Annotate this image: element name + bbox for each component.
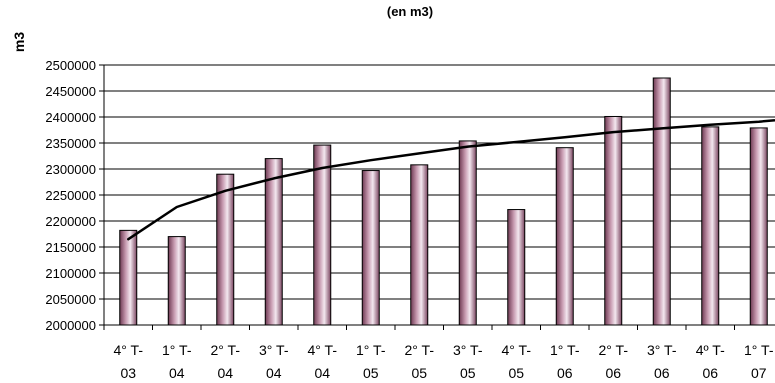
bar: [555, 147, 574, 326]
bar: [313, 144, 332, 326]
y-tick-label: 2150000: [45, 240, 96, 255]
y-tick-label: 2200000: [45, 214, 96, 229]
bar: [507, 209, 526, 326]
y-axis-label: m3: [11, 32, 27, 52]
x-tick-label: 3° T-: [259, 342, 289, 358]
x-tick-label: 4° T-: [114, 342, 144, 358]
axes: [103, 65, 775, 326]
x-tick-label: 4° T-: [502, 342, 532, 358]
x-tick-label: 06: [605, 365, 621, 381]
x-tick-label: 06: [702, 365, 718, 381]
bar: [749, 127, 768, 326]
bar: [119, 229, 138, 326]
x-tick-label: 3° T-: [453, 342, 483, 358]
y-tick-label: 2350000: [45, 136, 96, 151]
x-tick-label: 04: [314, 365, 330, 381]
y-tick-label: 2100000: [45, 266, 96, 281]
x-axis-ticks: 4° T- 03 1° T- 04 2° T- 04 3° T- 04 4° T- 04 1° T-…: [103, 325, 774, 381]
x-tick-label: 4º T-: [696, 342, 725, 358]
x-tick-label: 05: [411, 365, 427, 381]
y-tick-label: 2500000: [45, 58, 96, 73]
trendline-path: [127, 119, 775, 241]
y-tick-label: 2450000: [45, 84, 96, 99]
bar: [410, 164, 429, 326]
x-tick-label: 06: [654, 365, 670, 381]
y-tick-label: 2300000: [45, 162, 96, 177]
x-tick-label: 4° T-: [308, 342, 338, 358]
x-tick-label: 05: [363, 365, 379, 381]
x-tick-label: 1° T-: [744, 342, 774, 358]
x-tick-label: 05: [508, 365, 524, 381]
x-tick-label: 1° T-: [550, 342, 580, 358]
x-tick-label: 03: [120, 365, 136, 381]
bar: [652, 77, 671, 326]
bar: [167, 236, 186, 326]
bar: [361, 170, 380, 326]
trendline: [127, 119, 775, 241]
y-axis-ticks: 2000000 2050000 2100000 2150000 2200000 22500…: [45, 58, 104, 333]
x-tick-label: 1° T-: [356, 342, 386, 358]
x-tick-label: 05: [460, 365, 476, 381]
y-tick-label: 2400000: [45, 110, 96, 125]
y-tick-label: 2000000: [45, 318, 96, 333]
chart-title: (en m3): [387, 4, 433, 19]
y-tick-label: 2250000: [45, 188, 96, 203]
bar: [264, 158, 283, 326]
x-tick-label: 04: [266, 365, 282, 381]
gridlines: [104, 64, 775, 326]
x-tick-label: 04: [169, 365, 185, 381]
y-tick-label: 2050000: [45, 292, 96, 307]
x-tick-label: 06: [557, 365, 573, 381]
x-tick-label: 2° T-: [211, 342, 241, 358]
x-tick-label: 04: [217, 365, 233, 381]
bars: [119, 77, 768, 326]
bar: [458, 140, 477, 326]
x-tick-label: 1° T-: [162, 342, 192, 358]
bar: [604, 115, 623, 326]
bar: [216, 173, 235, 326]
x-tick-label: 3° T-: [647, 342, 677, 358]
bar: [701, 126, 720, 326]
x-tick-label: 2° T-: [405, 342, 435, 358]
x-tick-label: 07: [751, 365, 767, 381]
x-tick-label: 2° T-: [599, 342, 629, 358]
